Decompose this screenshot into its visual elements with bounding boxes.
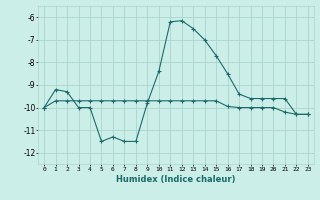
X-axis label: Humidex (Indice chaleur): Humidex (Indice chaleur) xyxy=(116,175,236,184)
